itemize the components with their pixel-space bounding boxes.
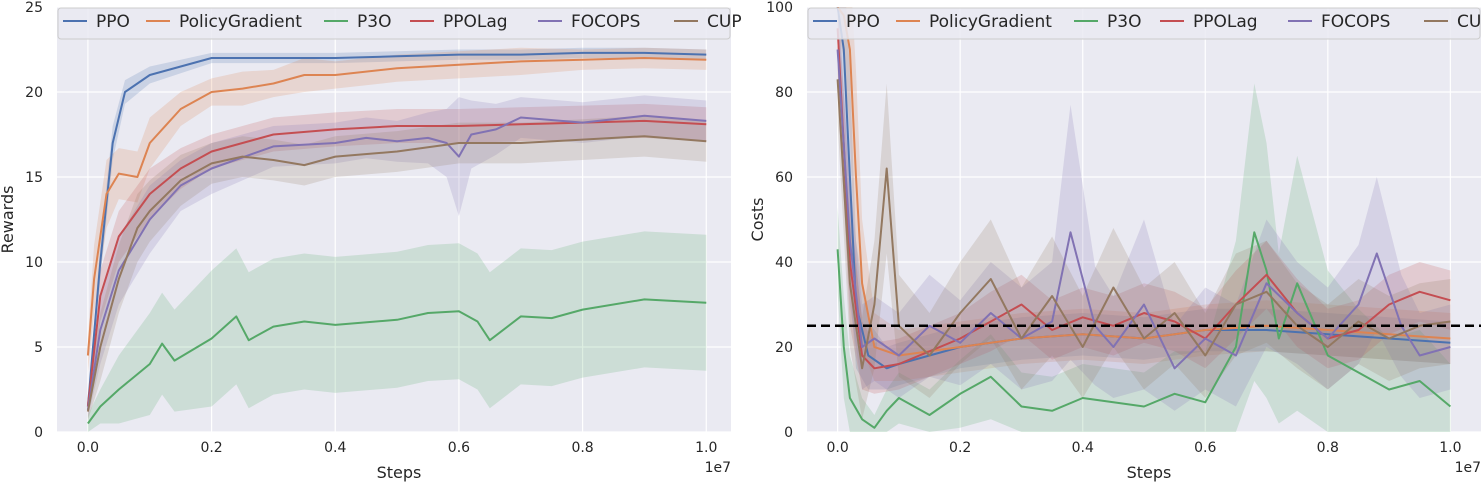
series-band-p3o [837,83,1451,432]
legend-label-ppo: PPO [96,12,130,32]
series-line-p3o [87,298,707,425]
y-tick-label: 60 [775,170,793,186]
plot-background [57,7,731,432]
series-band-ppo [837,7,1451,390]
x-tick-label: 0.4 [324,440,346,456]
y-tick-label: 0 [34,425,43,441]
series-band-cup [87,115,707,421]
x-axis-multiplier: 1e7 [1455,460,1481,476]
x-tick-label: 0.4 [1072,440,1094,456]
y-tick-label: 20 [25,85,43,101]
series-band-policygradient [837,7,1451,381]
x-tick-label: 0.8 [1317,440,1339,456]
series-line-ppo [86,51,707,407]
x-axis-label: Steps [377,463,422,482]
y-tick-label: 100 [766,0,793,16]
legend-label-cup: CUP [1457,12,1483,32]
x-tick-label: 0.0 [77,440,99,456]
x-tick-label: 0.2 [200,440,222,456]
series-band-p3o [87,231,707,432]
y-tick-label: 20 [775,340,793,356]
series-band-ppolag [87,103,707,416]
legend-label-focops: FOCOPS [571,12,640,32]
x-tick-label: 0.2 [949,440,971,456]
series-line-focops [836,49,1451,370]
series-line-cup [86,135,707,412]
series-band-focops [87,95,707,419]
x-axis-label: Steps [1127,463,1172,482]
y-axis-label: Rewards [0,186,17,254]
y-tick-label: 0 [784,425,793,441]
x-tick-label: 0.6 [1194,440,1216,456]
plot-background [807,7,1481,432]
legend-label-cup: CUP [707,12,742,32]
series-band-cup [837,36,1451,420]
series-line-cup [836,79,1451,370]
legend-label-ppolag: PPOLag [1193,12,1258,32]
legend-label-ppolag: PPOLag [443,12,508,32]
legend-label-focops: FOCOPS [1321,12,1390,32]
y-tick-label: 80 [775,85,793,101]
chart-panel-rewards: 0.0 0.2 0.4 0.6 0.8 1.0 0 5 10 15 20 25 Steps Rewards… [0,0,742,482]
y-tick-label: 40 [775,255,793,271]
series-line-ppolag [836,28,1451,370]
legend-label-policygradient: PolicyGradient [179,12,302,32]
series-line-p3o [836,231,1452,429]
x-tick-label: 0.6 [448,440,470,456]
legend-label-p3o: P3O [357,12,391,32]
legend-label-p3o: P3O [1107,12,1141,32]
legend: PPO PolicyGradient P3O PPOLag FOCOPS CUP [807,7,1483,40]
y-tick-label: 25 [25,0,43,16]
legend: PPO PolicyGradient P3O PPOLag FOCOPS CUP [57,7,742,40]
y-tick-label: 5 [34,340,43,356]
series-line-focops [86,114,707,411]
series-band-ppolag [837,7,1451,394]
series-line-policygradient [86,57,707,356]
chart-panel-costs: 0.0 0.2 0.4 0.6 0.8 1.0 0 20 40 60 80 100 Steps Costs… [748,0,1483,482]
x-tick-label: 1.0 [1439,440,1461,456]
x-tick-label: 0.8 [571,440,593,456]
y-axis-label: Costs [748,198,767,242]
series-line-policygradient [836,7,1451,357]
x-axis-multiplier: 1e7 [705,460,731,476]
series-band-focops [837,7,1451,411]
x-tick-label: 1.0 [695,440,717,456]
legend-label-policygradient: PolicyGradient [929,12,1052,32]
legend-label-ppo: PPO [846,12,880,32]
series-line-ppolag [86,119,707,407]
y-tick-label: 10 [25,255,43,271]
y-tick-label: 15 [25,170,43,186]
x-tick-label: 0.0 [827,440,849,456]
